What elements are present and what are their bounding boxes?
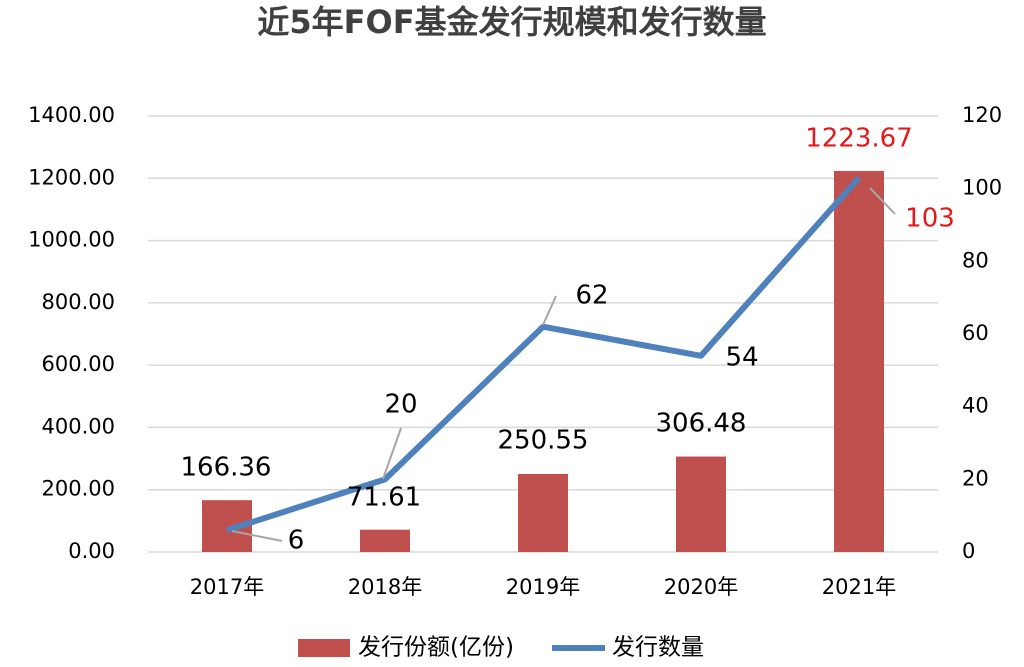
x-tick-label: 2019年 xyxy=(506,575,580,599)
data-label: 306.48 xyxy=(656,409,747,439)
y-tick-label: 600.00 xyxy=(42,352,115,376)
data-label: 250.55 xyxy=(498,426,589,456)
data-label: 103 xyxy=(905,204,955,234)
y-tick-label: 800.00 xyxy=(42,290,115,314)
data-label: 6 xyxy=(288,526,305,556)
data-label: 54 xyxy=(725,343,758,373)
y-tick-label: 1200.00 xyxy=(28,165,115,189)
leader-line xyxy=(382,427,402,480)
legend-swatch xyxy=(298,639,350,657)
legend-label: 发行数量 xyxy=(612,635,704,661)
bar xyxy=(834,170,884,553)
y-tick-label: 0.00 xyxy=(68,539,115,563)
y2-tick-label: 20 xyxy=(962,466,989,490)
y2-tick-label: 120 xyxy=(962,103,1002,127)
leader-line xyxy=(869,187,896,215)
y2-tick-label: 40 xyxy=(962,394,989,418)
y2-tick-label: 80 xyxy=(962,248,989,272)
bar xyxy=(360,529,410,552)
data-label: 20 xyxy=(384,390,417,420)
y-tick-label: 1400.00 xyxy=(28,103,115,127)
chart-title: 近5年FOF基金发行规模和发行数量 xyxy=(257,3,766,41)
line xyxy=(226,175,862,534)
bar xyxy=(676,456,726,552)
x-tick-label: 2021年 xyxy=(822,575,896,599)
data-label: 166.36 xyxy=(181,453,272,483)
x-tick-label: 2020年 xyxy=(664,575,738,599)
y-tick-label: 400.00 xyxy=(42,414,115,438)
y2-tick-label: 60 xyxy=(962,321,989,345)
data-label: 71.61 xyxy=(347,483,421,513)
x-tick-label: 2018年 xyxy=(348,575,422,599)
y2-tick-label: 100 xyxy=(962,176,1002,200)
leader-line xyxy=(542,295,557,326)
legend-label: 发行份额(亿份) xyxy=(358,635,514,661)
y-tick-label: 1000.00 xyxy=(28,228,115,252)
data-label: 1223.67 xyxy=(805,124,913,154)
y-tick-label: 200.00 xyxy=(42,477,115,501)
y2-tick-label: 0 xyxy=(962,539,975,563)
bar xyxy=(518,473,568,552)
leader-line xyxy=(231,530,283,542)
x-tick-label: 2017年 xyxy=(190,575,264,599)
data-label: 62 xyxy=(575,281,608,311)
